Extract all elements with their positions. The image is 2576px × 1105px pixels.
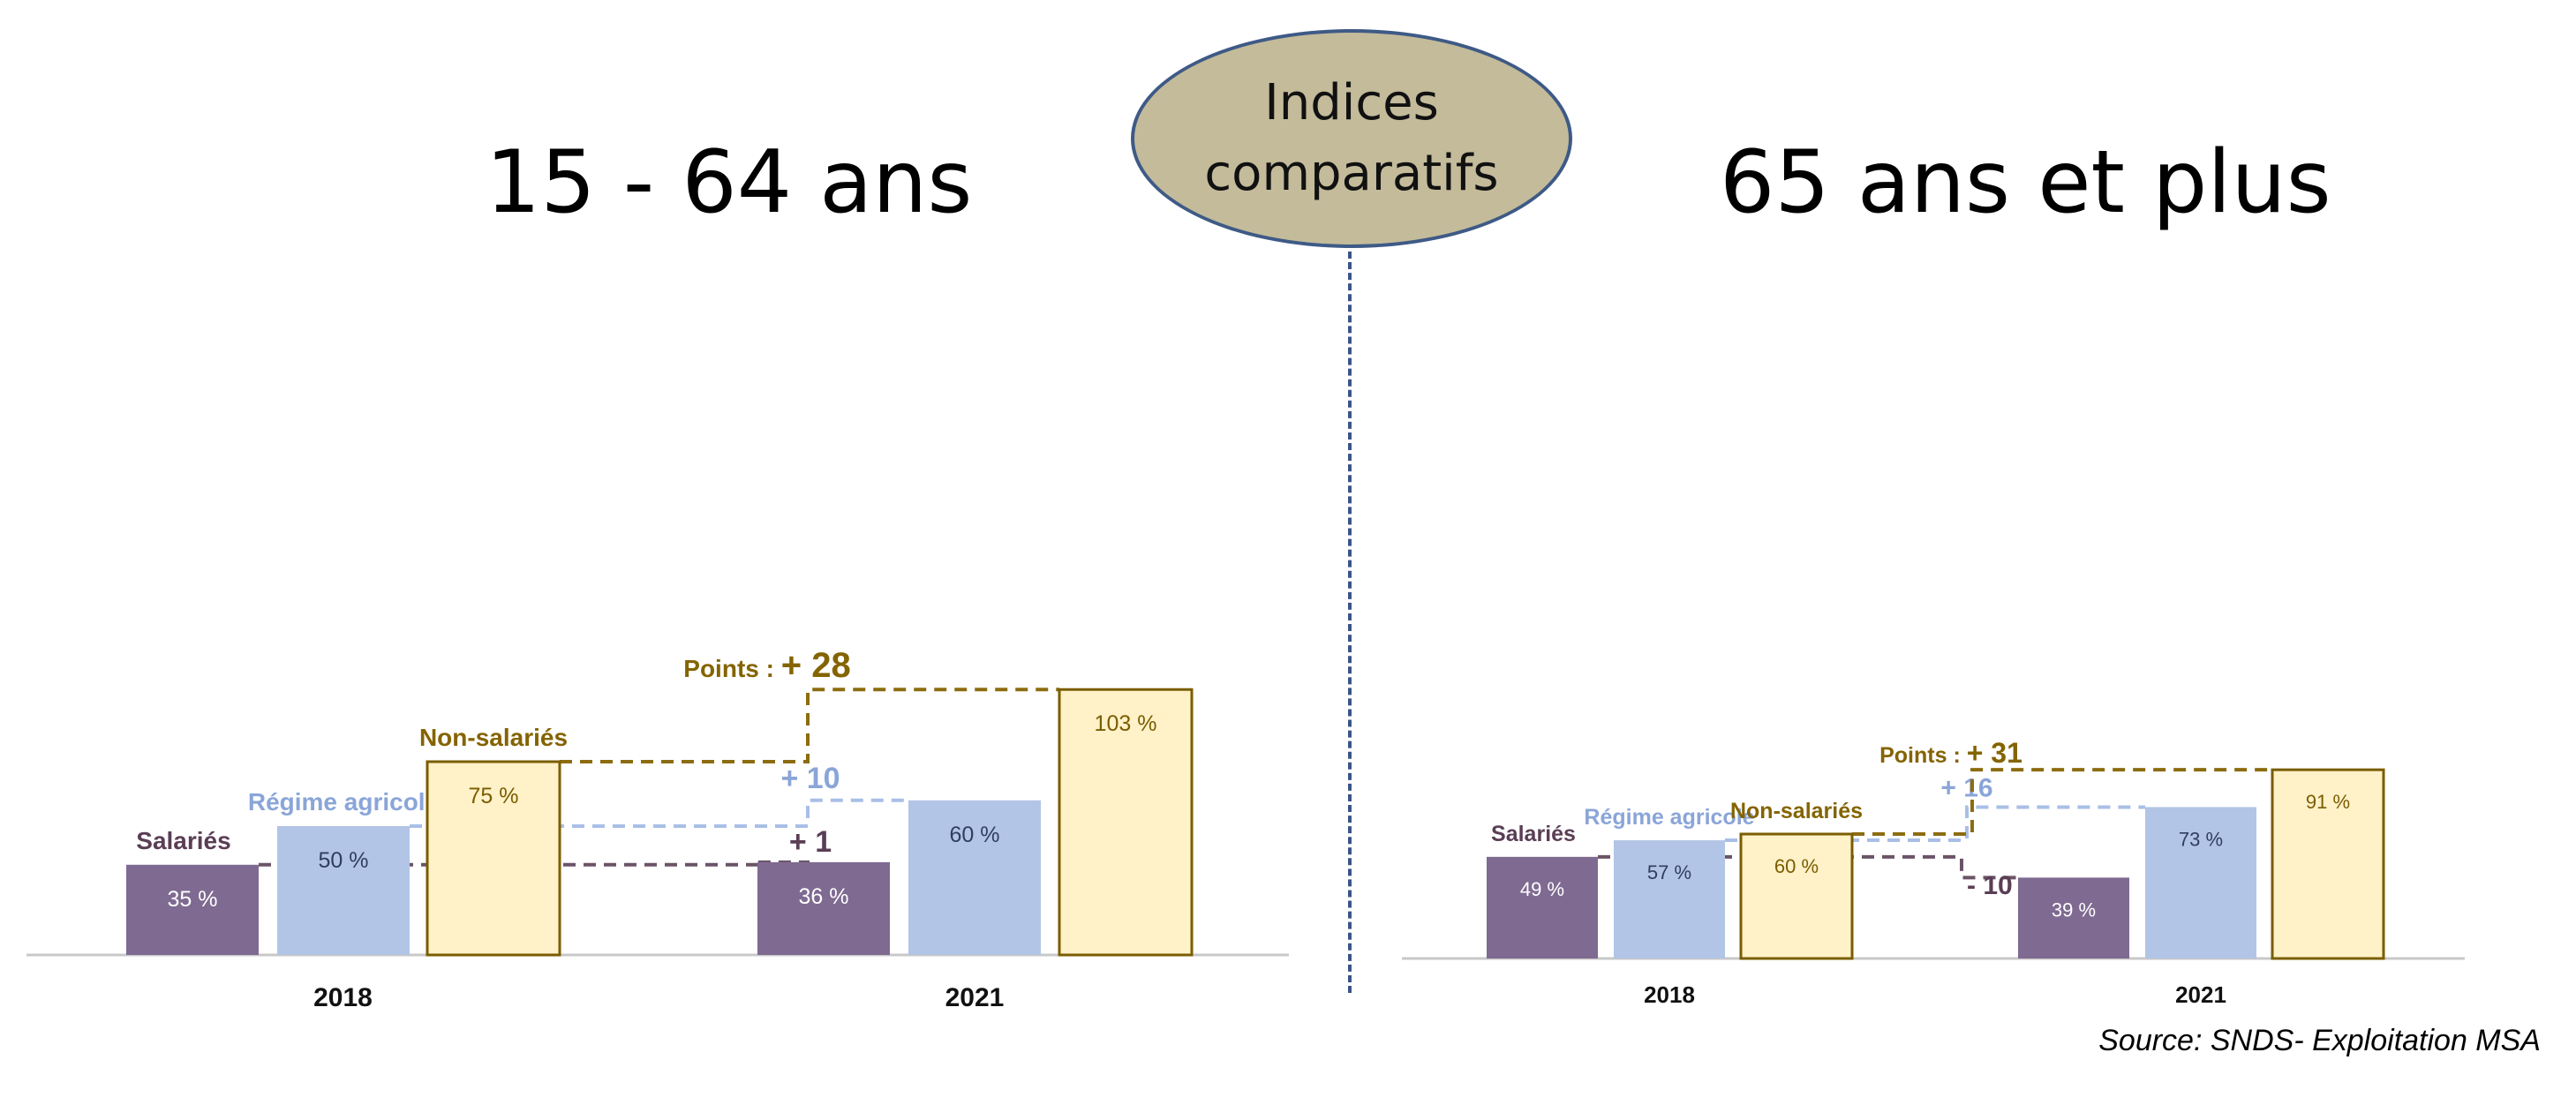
chart1-non-salaries-change-connector: [560, 688, 1059, 763]
chart2-salaries-bar-2021: [2018, 877, 2129, 958]
chart1-non-salaries-bar-2018: [426, 760, 561, 957]
chart2-non-salaries-change-connector: [1852, 768, 2272, 836]
chart1-category-label-2021: 2021: [945, 983, 1005, 1012]
chart2-regime-agricole-value-label-2021: 73 %: [2179, 828, 2223, 850]
chart1-salaries-series-label: Salariés: [136, 827, 230, 854]
chart2-points-prefix: Points :: [1879, 743, 1967, 768]
chart2-non-salaries-bar-2018: [1739, 832, 1854, 960]
indices-comparatifs-label: Indices comparatifs: [1204, 74, 1499, 202]
chart2-non-salaries-change-value: + 31: [1967, 737, 2022, 769]
chart2-salaries-bar-2018: [1487, 856, 1598, 958]
chart1-regime-agricole-change-label: + 10: [780, 762, 840, 795]
chart2-salaries-value-label-2021: 39 %: [2052, 898, 2096, 921]
chart2-regime-agricole-bar-2021: [2145, 807, 2256, 958]
chart1-non-salaries-bar-2021: [1058, 688, 1194, 957]
chart2-non-salaries-change-label: Points : + 31: [1879, 737, 2022, 769]
chart1-non-salaries-series-label: Non-salariés: [419, 724, 568, 751]
chart1-non-salaries-change-value: + 28: [781, 646, 851, 685]
chart1-regime-agricole-bar-2018: [277, 826, 410, 955]
chart1-regime-agricole-series-label: Régime agricole: [248, 788, 439, 816]
right-panel-title: 65 ans et plus: [1720, 132, 2331, 233]
chart1-category-label-2018: 2018: [313, 983, 373, 1012]
chart2-non-salaries-value-label-2018: 60 %: [1774, 855, 1819, 877]
chart1-salaries-bar-2021: [757, 861, 890, 955]
chart1-salaries-value-label-2021: 36 %: [799, 884, 849, 909]
chart2-salaries-change-connector: [1598, 854, 2018, 880]
chart1-salaries-bar-2018: [126, 864, 259, 955]
chart2-regime-agricole-bar-2018: [1614, 840, 1725, 958]
indices-comparatifs-bubble: Indices comparatifs: [1131, 29, 1572, 248]
chart2-salaries-change-label: - 10: [1967, 871, 2013, 900]
chart1-regime-agricole-value-label-2018: 50 %: [319, 848, 369, 873]
chart1-non-salaries-value-label-2021: 103 %: [1095, 711, 1157, 736]
chart2-non-salaries-series-label: Non-salariés: [1730, 799, 1863, 823]
chart1-regime-agricole-change-connector: [410, 798, 908, 828]
chart1-non-salaries-value-label-2018: 75 %: [469, 784, 519, 808]
chart2-regime-agricole-change-label: + 16: [1940, 773, 1992, 802]
chart2-regime-agricole-value-label-2018: 57 %: [1647, 861, 1691, 883]
left-panel-title: 15 - 64 ans: [486, 132, 973, 233]
source-note: Source: SNDS- Exploitation MSA: [2098, 1024, 2541, 1057]
chart2-non-salaries-bar-2021: [2271, 768, 2385, 960]
chart2-category-label-2021: 2021: [2175, 981, 2226, 1008]
chart2-salaries-series-label: Salariés: [1491, 822, 1576, 846]
chart1-salaries-change-label: + 1: [789, 825, 832, 859]
chart1-regime-agricole-bar-2021: [908, 800, 1041, 955]
chart2-salaries-value-label-2018: 49 %: [1520, 878, 1564, 900]
chart2-category-label-2018: 2018: [1644, 981, 1695, 1008]
chart2-non-salaries-value-label-2021: 91 %: [2306, 791, 2350, 813]
chart1-salaries-value-label-2018: 35 %: [168, 887, 218, 912]
chart1-regime-agricole-value-label-2021: 60 %: [950, 823, 1000, 847]
chart1-points-prefix: Points :: [683, 655, 780, 682]
chart2-regime-agricole-series-label: Régime agricole: [1584, 805, 1754, 830]
panel-divider: [1348, 252, 1352, 993]
chart1-non-salaries-change-label: Points : + 28: [683, 646, 850, 685]
